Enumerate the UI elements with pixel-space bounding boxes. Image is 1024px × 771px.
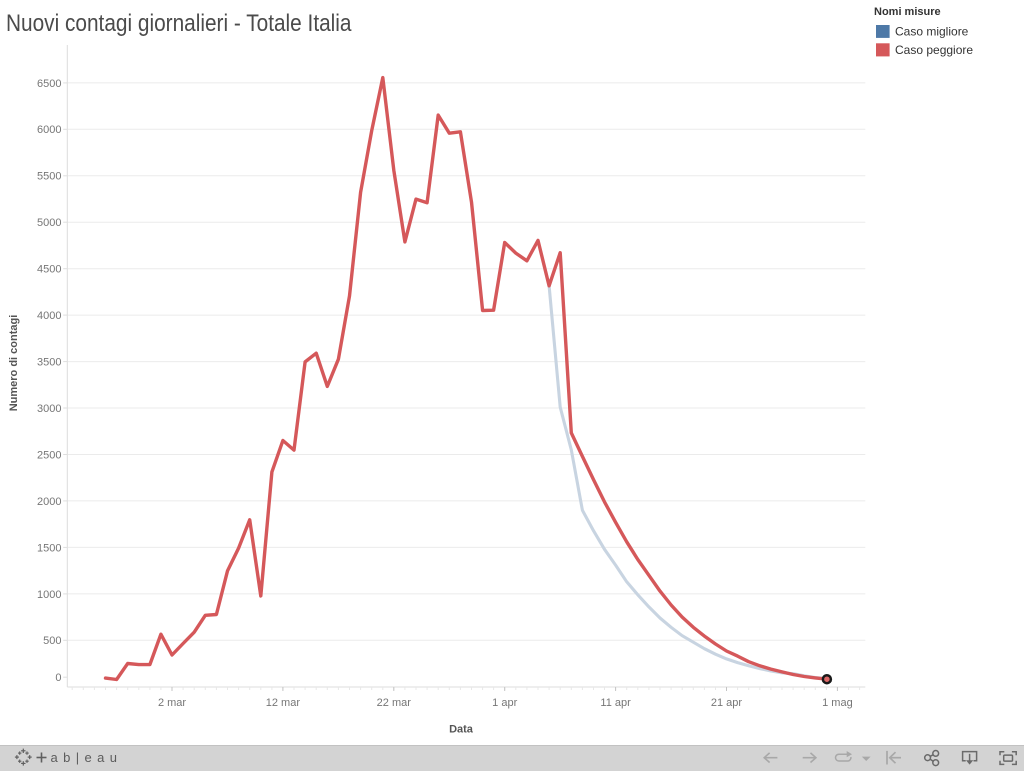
svg-text:2500: 2500 bbox=[37, 449, 61, 461]
svg-text:3000: 3000 bbox=[37, 403, 61, 415]
svg-text:6500: 6500 bbox=[37, 78, 61, 90]
svg-text:5500: 5500 bbox=[37, 171, 61, 183]
svg-text:Nuovi contagi giornalieri - To: Nuovi contagi giornalieri - Totale Itali… bbox=[6, 10, 352, 37]
svg-text:11 apr: 11 apr bbox=[600, 697, 631, 709]
svg-text:22 mar: 22 mar bbox=[377, 697, 412, 709]
svg-text:4000: 4000 bbox=[37, 310, 61, 322]
svg-text:1500: 1500 bbox=[37, 542, 61, 554]
svg-text:2 mar: 2 mar bbox=[158, 697, 186, 709]
svg-text:6000: 6000 bbox=[37, 124, 61, 136]
svg-text:4500: 4500 bbox=[37, 264, 61, 276]
svg-text:0: 0 bbox=[55, 672, 61, 684]
svg-text:ab|eau: ab|eau bbox=[51, 750, 123, 765]
svg-text:500: 500 bbox=[43, 635, 61, 647]
svg-text:Numero di contagi: Numero di contagi bbox=[8, 315, 20, 412]
svg-text:Data: Data bbox=[449, 724, 474, 736]
svg-text:21 apr: 21 apr bbox=[711, 697, 743, 709]
svg-text:12 mar: 12 mar bbox=[266, 697, 301, 709]
svg-text:Caso peggiore: Caso peggiore bbox=[895, 43, 973, 57]
svg-text:5000: 5000 bbox=[37, 217, 61, 229]
svg-text:2000: 2000 bbox=[37, 496, 61, 508]
svg-text:3500: 3500 bbox=[37, 357, 61, 369]
svg-text:1 apr: 1 apr bbox=[492, 697, 517, 709]
svg-text:1 mag: 1 mag bbox=[822, 697, 853, 709]
svg-text:Caso migliore: Caso migliore bbox=[895, 24, 969, 38]
svg-text:Nomi misure: Nomi misure bbox=[874, 6, 941, 18]
svg-text:1000: 1000 bbox=[37, 589, 61, 601]
